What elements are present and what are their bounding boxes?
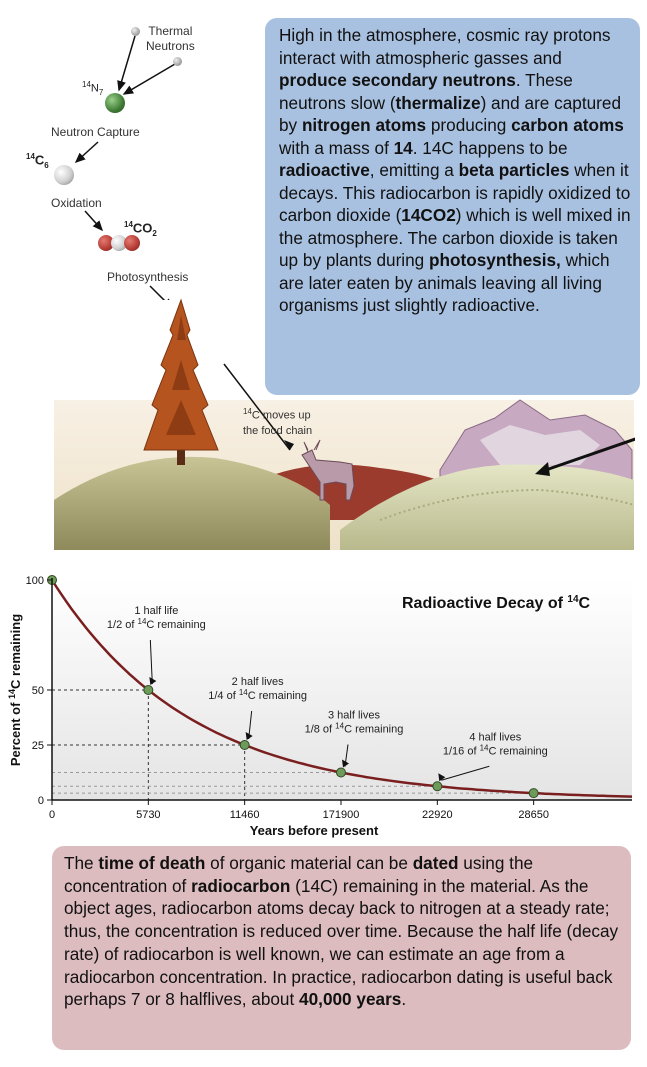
- annotation-title: 2 half lives: [232, 676, 284, 688]
- tree-illustration: [143, 298, 219, 465]
- x-tick-label: 11460: [230, 809, 260, 821]
- annotation-arrowhead: [149, 677, 157, 685]
- data-point: [143, 685, 154, 695]
- y-tick-label: 100: [26, 575, 44, 587]
- atmosphere-description-box: High in the atmosphere, cosmic ray proto…: [265, 18, 640, 395]
- annotation-detail: 1/2 of 14C remaining: [107, 617, 206, 631]
- x-tick-label: 28650: [518, 809, 549, 821]
- annotation-detail: 1/16 of 14C remaining: [443, 743, 548, 757]
- dating-description-box: The time of death of organic material ca…: [52, 846, 631, 1050]
- guide-lines: [52, 689, 534, 800]
- photosynthesis-label: Photosynthesis: [107, 270, 189, 284]
- hill-right: [340, 464, 634, 550]
- annotation-detail: 1/4 of 14C remaining: [208, 688, 307, 702]
- deer-illustration: [301, 439, 355, 501]
- cycle-arrows: [74, 35, 176, 300]
- annotation-title: 1 half life: [134, 605, 178, 617]
- neutron-capture-label: Neutron Capture: [51, 125, 140, 139]
- oxygen-atom: [124, 235, 140, 251]
- x-tick-label: 171900: [323, 809, 360, 821]
- y-tick-label: 50: [32, 685, 44, 697]
- annotation-leader: [149, 639, 153, 685]
- data-point: [335, 767, 346, 778]
- x-tick-label: 5730: [136, 809, 160, 821]
- y-tick-label: 25: [32, 740, 44, 752]
- x-axis-title: Years before present: [250, 823, 379, 838]
- oxidation-label: Oxidation: [51, 196, 102, 210]
- carbon-14-label: 14C6: [26, 152, 49, 170]
- data-point: [432, 781, 443, 792]
- nitrogen-14-label: 14N7: [82, 80, 104, 97]
- food-chain-label: 14C moves up the food chain: [243, 407, 313, 437]
- neutron-particle: [131, 27, 140, 36]
- x-tick-label: 22920: [422, 809, 453, 821]
- carbon-atom: [54, 165, 74, 185]
- carbon-atom: [111, 235, 127, 251]
- neutron-particle: [173, 57, 182, 66]
- annotation-arrowhead: [438, 773, 446, 782]
- co2-label: 14CO2: [124, 220, 157, 238]
- annotation-arrowhead: [341, 759, 349, 768]
- annotation-leader: [441, 765, 490, 781]
- y-tick-label: 0: [38, 795, 44, 807]
- hill-left: [54, 456, 330, 550]
- annotation-detail: 1/8 of 14C remaining: [305, 722, 404, 736]
- nitrogen-atom: [105, 93, 125, 113]
- annotation-arrowhead: [245, 732, 253, 740]
- data-point: [239, 740, 250, 750]
- y-axis-title: Percent of 14C remaining: [7, 614, 23, 766]
- annotation-title: 4 half lives: [469, 731, 521, 743]
- annotation-title: 3 half lives: [328, 710, 380, 722]
- x-tick-label: 0: [49, 809, 55, 821]
- chart-title: Radioactive Decay of 14C: [402, 594, 591, 612]
- landscape-illustration: [54, 298, 635, 550]
- data-point: [528, 788, 539, 799]
- thermal-neutrons-label: Thermal Neutrons: [146, 24, 195, 53]
- oxygen-atom: [98, 235, 114, 251]
